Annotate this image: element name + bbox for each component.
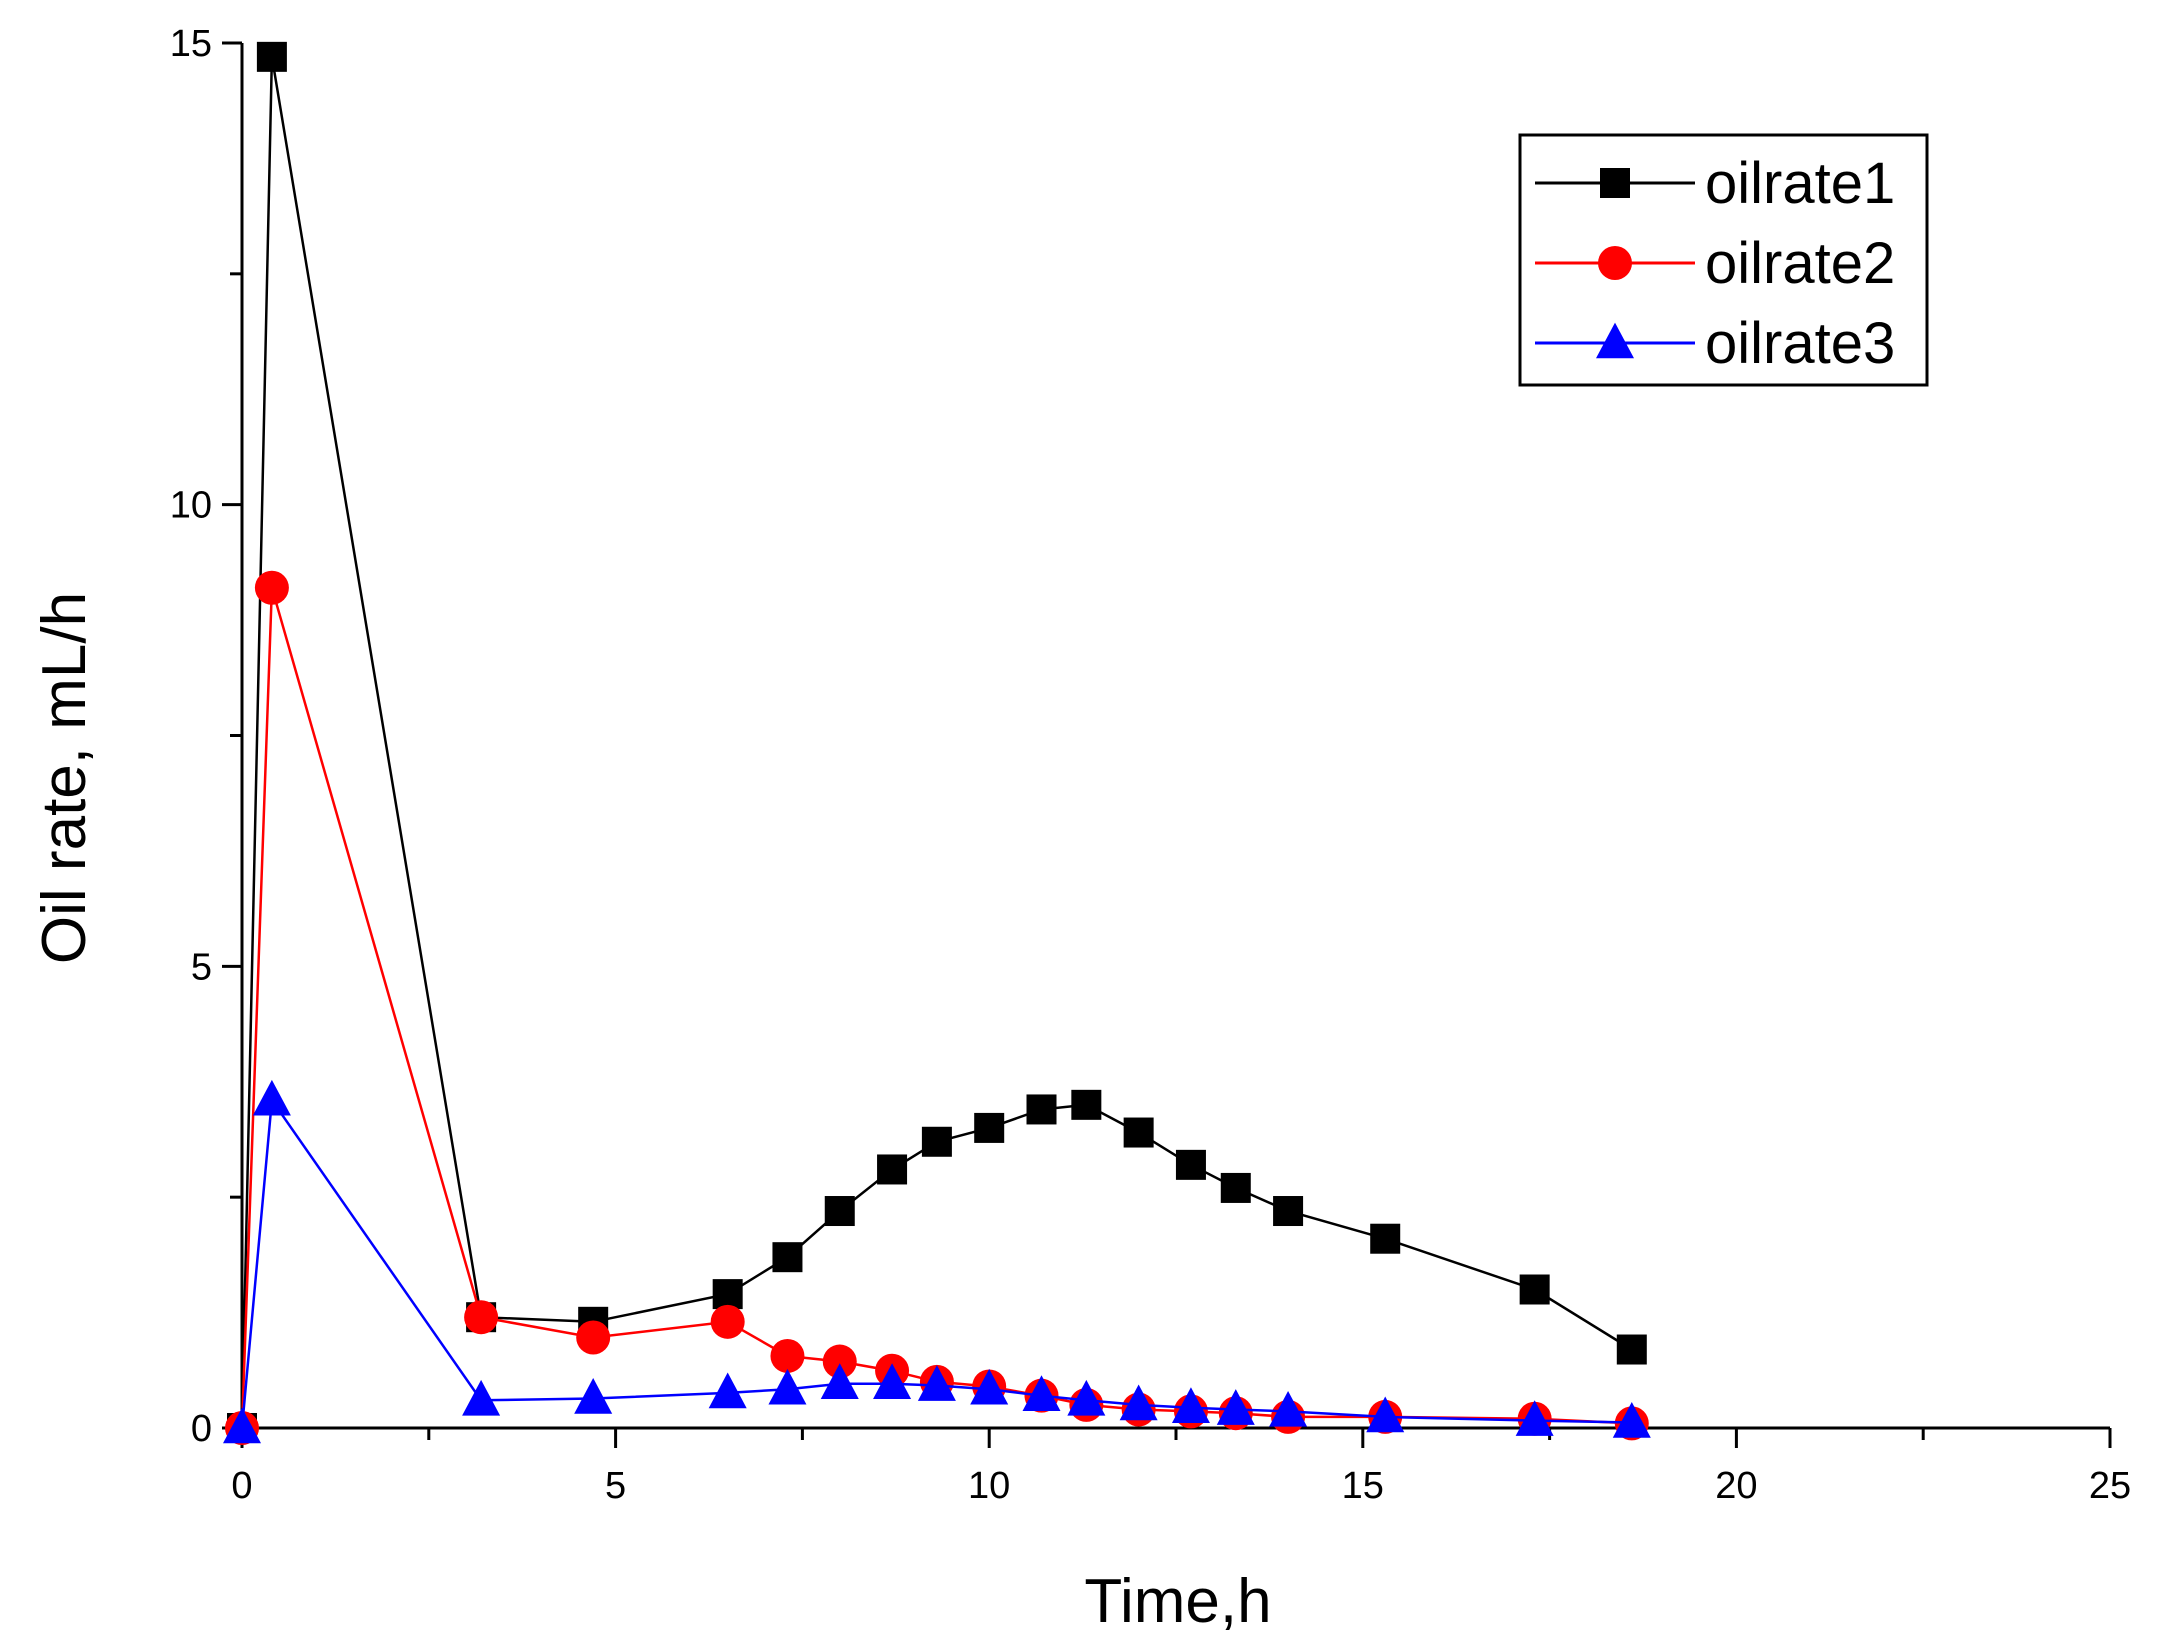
x-tick-label: 25 [2089, 1465, 2131, 1507]
x-tick-label: 10 [968, 1465, 1010, 1507]
y-axis-title: Oil rate, mL/h [30, 592, 99, 964]
data-point-oilrate2 [710, 1304, 745, 1339]
data-point-oilrate3 [1067, 1379, 1106, 1416]
data-point-oilrate2 [464, 1300, 499, 1335]
data-point-oilrate3 [768, 1368, 807, 1405]
data-point-oilrate3 [1119, 1384, 1158, 1421]
data-point-oilrate3 [1269, 1390, 1308, 1427]
legend-marker [1598, 246, 1632, 280]
legend-item-oilrate3: oilrate3 [1535, 311, 1895, 376]
data-point-oilrate3 [708, 1372, 747, 1409]
data-point-oilrate1 [1273, 1196, 1304, 1227]
data-point-oilrate1 [1519, 1274, 1550, 1305]
data-point-oilrate3 [223, 1407, 261, 1444]
data-point-oilrate1 [1370, 1223, 1401, 1254]
series-group [223, 41, 1651, 1445]
data-point-oilrate1 [256, 41, 287, 72]
data-point-oilrate2 [770, 1338, 805, 1373]
data-point-oilrate3 [917, 1365, 956, 1401]
data-point-oilrate2 [254, 570, 289, 605]
data-point-oilrate3 [970, 1368, 1009, 1405]
x-tick-label: 15 [1342, 1465, 1384, 1507]
x-tick-label: 0 [231, 1465, 252, 1507]
legend-item-oilrate1: oilrate1 [1535, 151, 1895, 216]
legend-marker [1600, 168, 1630, 198]
y-tick-label: 10 [170, 485, 212, 527]
data-point-oilrate1 [921, 1126, 952, 1157]
data-point-oilrate3 [820, 1363, 859, 1399]
data-point-oilrate3 [873, 1363, 912, 1399]
legend-label: oilrate1 [1705, 151, 1895, 216]
data-point-oilrate1 [877, 1154, 908, 1185]
series-oilrate3 [223, 1079, 1651, 1444]
data-point-oilrate1 [1026, 1094, 1057, 1125]
data-point-oilrate2 [576, 1320, 611, 1355]
series-line-oilrate2 [240, 587, 1632, 1429]
data-point-oilrate1 [1071, 1089, 1102, 1120]
data-point-oilrate3 [1612, 1402, 1651, 1438]
legend: oilrate1 oilrate2 oilrate3 [1518, 133, 1929, 387]
data-point-oilrate1 [772, 1242, 803, 1273]
data-point-oilrate1 [1123, 1117, 1154, 1148]
y-tick-label: 0 [191, 1408, 212, 1450]
data-point-oilrate1 [824, 1196, 855, 1227]
data-point-oilrate1 [712, 1279, 743, 1310]
y-tick-label: 15 [170, 23, 212, 65]
series-oilrate2 [225, 570, 1649, 1445]
axes: 0 5 10 15 20 25 0 5 10 15 [170, 23, 2131, 1507]
legend-marker [1596, 322, 1634, 359]
data-point-oilrate2 [822, 1344, 857, 1379]
data-point-oilrate1 [1175, 1149, 1206, 1180]
legend-label: oilrate3 [1705, 311, 1895, 376]
data-point-oilrate3 [1216, 1389, 1255, 1425]
data-point-oilrate1 [1616, 1334, 1647, 1365]
y-tick-label: 5 [191, 946, 212, 988]
data-point-oilrate3 [252, 1079, 291, 1116]
x-axis-title: Time,h [1084, 1567, 1271, 1636]
data-point-oilrate3 [462, 1379, 501, 1416]
legend-label: oilrate2 [1705, 231, 1895, 296]
data-point-oilrate3 [574, 1378, 613, 1414]
legend-item-oilrate2: oilrate2 [1535, 231, 1895, 296]
data-point-oilrate1 [1220, 1172, 1251, 1203]
series-line-oilrate1 [240, 56, 1633, 1429]
data-point-oilrate3 [1022, 1375, 1061, 1411]
x-tick-label: 20 [1715, 1465, 1757, 1507]
x-tick-label: 5 [605, 1465, 626, 1507]
data-point-oilrate1 [974, 1112, 1005, 1143]
data-point-oilrate3 [1171, 1387, 1210, 1423]
data-point-oilrate3 [1515, 1400, 1554, 1436]
data-point-oilrate3 [1366, 1396, 1405, 1433]
series-oilrate1 [227, 41, 1647, 1443]
